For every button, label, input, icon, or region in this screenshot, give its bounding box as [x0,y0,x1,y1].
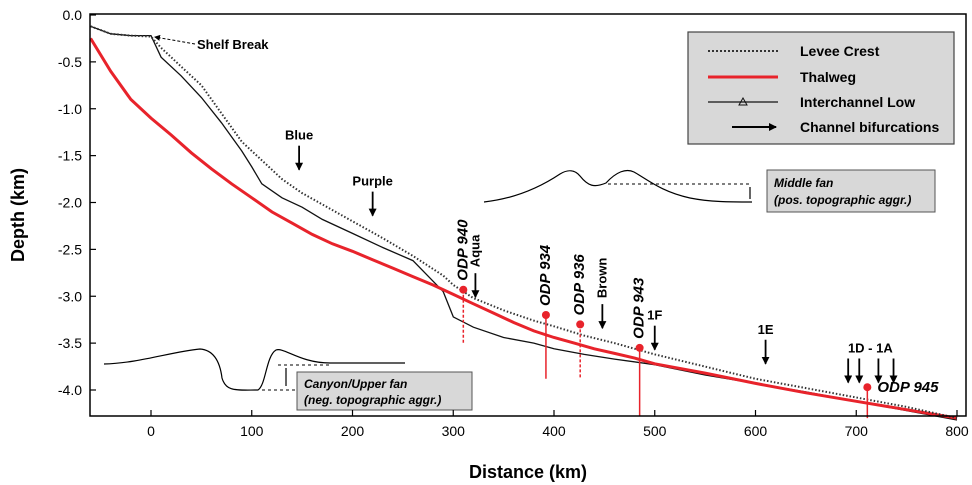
odp-940-site-marker [459,285,468,294]
canyon-label-2: (neg. topographic aggr.) [304,393,441,407]
x-tick-label: 700 [845,423,869,439]
middle-fan-label-2: (pos. topographic aggr.) [774,193,911,207]
series-interchannel-low [90,25,958,421]
series-layer [89,25,958,421]
canyon-label-1: Canyon/Upper fan [304,377,407,391]
x-tick-label: 300 [442,423,466,439]
bifurcation-layer: Blue Purple Aqua Brown 1F 1E 1D - 1A [285,128,898,384]
y-tick-label: -3.5 [58,335,82,351]
odp-945-label: ODP 945 [877,379,939,396]
legend-levee-label: Levee Crest [800,43,880,59]
middle-fan-inset: Middle fan (pos. topographic aggr.) [483,169,936,213]
x-tick-label: 0 [147,423,155,439]
bifurcation-label-brown: Brown [594,258,609,299]
y-tick-label: -1.5 [58,148,82,164]
bifurcation-label-blue: Blue [285,128,313,143]
y-axis-title: Depth (km) [8,168,28,262]
bifurcation-brown: Brown [594,258,609,330]
legend-thalweg-label: Thalweg [800,69,856,85]
x-tick-label: 200 [341,423,365,439]
odp-934-site-marker [541,311,550,319]
odp-940-label: ODP 940 [454,219,471,281]
bifurcation-blue: Blue [285,128,313,171]
y-tick-label: -1.0 [58,101,82,117]
x-tick-label: 400 [542,423,566,439]
bifurcation-label-purple: Purple [352,174,392,189]
bifurcation-aqua: Aqua [467,234,482,299]
legend-interchannel-marker [738,96,748,106]
x-tick-label: 500 [643,423,667,439]
shelf-break-arrow [154,34,196,45]
middle-fan-label-1: Middle fan [774,176,833,190]
bifurcation-1e: 1E [758,322,774,365]
odp-936-label: ODP 936 [571,254,588,316]
bifurcation-1f: 1F [647,308,662,351]
legend: Levee Crest Thalweg Interchannel Low Cha… [687,31,955,145]
tick-layer: 0 100 200 300 400 500 600 700 800 0.0 -0.5 -1.0 -1.5… [58,7,969,439]
y-tick-label: -2.0 [58,195,82,211]
canyon-inset: Canyon/Upper fan (neg. topographic aggr.… [103,348,473,411]
canyon-label-box [296,371,473,411]
odp-943-label: ODP 943 [631,277,648,339]
middle-fan-profile [483,169,753,203]
y-tick-label: -3.0 [58,288,82,304]
bifurcation-1d-1a: 1D - 1A [844,341,898,384]
y-tick-label: -2.5 [58,241,82,257]
odp-936-site-marker [576,320,585,329]
odp-layer: ODP 940 ODP 934 ODP 936 ODP 943 ODP 945 [454,219,939,419]
legend-bifurcation-label: Channel bifurcations [800,119,939,135]
legend-interchannel-label: Interchannel Low [800,94,915,110]
x-tick-label: 800 [945,423,969,439]
x-tick-label: 600 [744,423,768,439]
series-thalweg [89,37,958,420]
canyon-profile [103,348,405,391]
bifurcation-label-1d-1a: 1D - 1A [848,341,893,356]
odp-945-site-marker [863,383,872,392]
odp-934-label: ODP 934 [537,244,554,306]
bifurcation-label-aqua: Aqua [467,234,482,267]
shelf-break-label: Shelf Break [197,37,269,52]
x-tick-label: 100 [240,423,264,439]
y-tick-label: 0.0 [63,7,83,23]
middle-fan-label-box [766,169,936,213]
y-tick-label: -4.0 [58,382,82,398]
bifurcation-label-1e: 1E [758,322,774,337]
plot-frame [89,13,967,417]
bifurcation-purple: Purple [352,174,393,217]
bifurcation-label-1f: 1F [647,308,662,323]
y-tick-label: -0.5 [58,54,82,70]
shelf-break-annotation: Shelf Break [154,34,269,52]
odp-943-site-marker [635,343,644,352]
x-axis-title: Distance (km) [469,462,587,482]
